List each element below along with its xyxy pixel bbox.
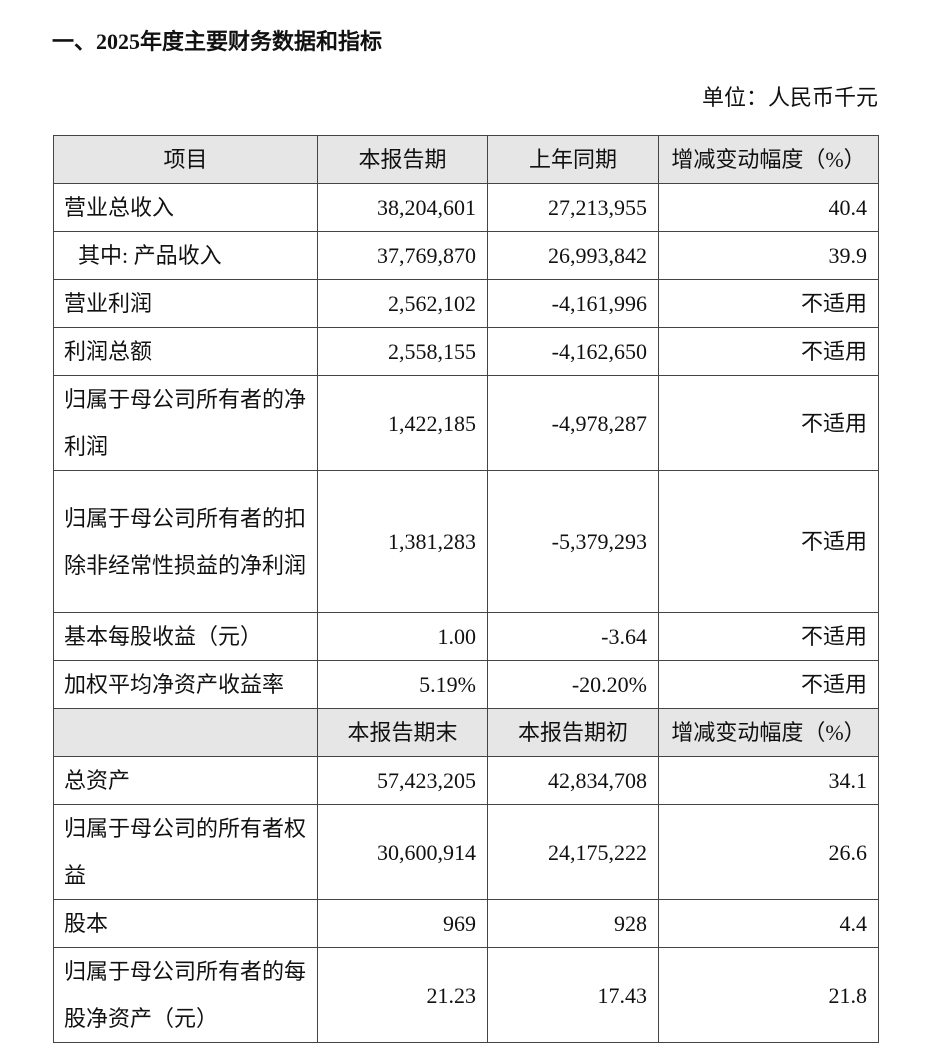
table-row: 加权平均净资产收益率 5.19% -20.20% 不适用 — [53, 660, 879, 709]
table-row: 归属于母公司的所有者权益 30,600,914 24,175,222 26.6 — [53, 804, 879, 900]
cell-cur: 1.00 — [317, 612, 488, 661]
cell-prev: 928 — [487, 899, 659, 948]
cell-chg: 26.6 — [658, 804, 879, 900]
cell-cur: 2,562,102 — [317, 279, 488, 328]
header-cell: 上年同期 — [487, 135, 659, 184]
header-cell: 本报告期末 — [317, 708, 488, 757]
row-label: 利润总额 — [53, 327, 318, 376]
row-label: 营业总收入 — [53, 183, 318, 232]
cell-chg: 40.4 — [658, 183, 879, 232]
cell-chg: 不适用 — [658, 327, 879, 376]
cell-cur: 1,422,185 — [317, 375, 488, 471]
table-row: 归属于母公司所有者的每股净资产（元） 21.23 17.43 21.8 — [53, 947, 879, 1043]
row-label: 总资产 — [53, 756, 318, 805]
table-row: 利润总额 2,558,155 -4,162,650 不适用 — [53, 327, 879, 376]
table-row: 基本每股收益（元） 1.00 -3.64 不适用 — [53, 612, 879, 661]
cell-chg: 39.9 — [658, 231, 879, 280]
cell-cur: 38,204,601 — [317, 183, 488, 232]
header-cell: 本报告期初 — [487, 708, 659, 757]
table-row: 股本 969 928 4.4 — [53, 899, 879, 948]
cell-prev: -4,162,650 — [487, 327, 659, 376]
cell-prev: -4,978,287 — [487, 375, 659, 471]
row-label: 股本 — [53, 899, 318, 948]
cell-chg: 不适用 — [658, 279, 879, 328]
cell-chg: 4.4 — [658, 899, 879, 948]
cell-chg: 不适用 — [658, 470, 879, 613]
unit-label: 单位：人民币千元 — [701, 85, 878, 110]
cell-cur: 30,600,914 — [317, 804, 488, 900]
cell-chg: 34.1 — [658, 756, 879, 805]
cell-chg: 21.8 — [658, 947, 879, 1043]
table-row: 营业利润 2,562,102 -4,161,996 不适用 — [53, 279, 879, 328]
financial-table: 项目 本报告期 上年同期 增减变动幅度（%） 营业总收入 38,204,601 27,213… — [53, 135, 879, 1043]
section-title: 一、2025年度主要财务数据和指标 — [52, 29, 383, 54]
cell-cur: 2,558,155 — [317, 327, 488, 376]
row-label: 归属于母公司所有者的净利润 — [53, 375, 318, 471]
cell-prev: 24,175,222 — [487, 804, 659, 900]
cell-cur: 57,423,205 — [317, 756, 488, 805]
header-cell: 增减变动幅度（%） — [658, 135, 879, 184]
cell-chg: 不适用 — [658, 375, 879, 471]
cell-cur: 37,769,870 — [317, 231, 488, 280]
table-header-row: 项目 本报告期 上年同期 增减变动幅度（%） — [53, 135, 879, 184]
cell-prev: -5,379,293 — [487, 470, 659, 613]
cell-cur: 969 — [317, 899, 488, 948]
table-row: 总资产 57,423,205 42,834,708 34.1 — [53, 756, 879, 805]
header-cell — [53, 708, 318, 757]
cell-chg: 不适用 — [658, 660, 879, 709]
cell-cur: 5.19% — [317, 660, 488, 709]
header-cell: 项目 — [53, 135, 318, 184]
cell-prev: 17.43 — [487, 947, 659, 1043]
cell-prev: -20.20% — [487, 660, 659, 709]
table-header-row: 本报告期末 本报告期初 增减变动幅度（%） — [53, 708, 879, 757]
row-label: 加权平均净资产收益率 — [53, 660, 318, 709]
table-row: 归属于母公司所有者的扣除非经常性损益的净利润 1,381,283 -5,379,29… — [53, 470, 879, 613]
cell-prev: 26,993,842 — [487, 231, 659, 280]
row-label: 营业利润 — [53, 279, 318, 328]
table-row: 其中: 产品收入 37,769,870 26,993,842 39.9 — [53, 231, 879, 280]
cell-cur: 1,381,283 — [317, 470, 488, 613]
cell-prev: -4,161,996 — [487, 279, 659, 328]
cell-prev: 42,834,708 — [487, 756, 659, 805]
row-label: 其中: 产品收入 — [53, 231, 318, 280]
cell-chg: 不适用 — [658, 612, 879, 661]
header-cell: 增减变动幅度（%） — [658, 708, 879, 757]
table-row: 营业总收入 38,204,601 27,213,955 40.4 — [53, 183, 879, 232]
cell-cur: 21.23 — [317, 947, 488, 1043]
header-cell: 本报告期 — [317, 135, 488, 184]
row-label: 基本每股收益（元） — [53, 612, 318, 661]
cell-prev: 27,213,955 — [487, 183, 659, 232]
row-label: 归属于母公司所有者的每股净资产（元） — [53, 947, 318, 1043]
cell-prev: -3.64 — [487, 612, 659, 661]
table-row: 归属于母公司所有者的净利润 1,422,185 -4,978,287 不适用 — [53, 375, 879, 471]
row-label: 归属于母公司所有者的扣除非经常性损益的净利润 — [53, 470, 318, 613]
row-label: 归属于母公司的所有者权益 — [53, 804, 318, 900]
